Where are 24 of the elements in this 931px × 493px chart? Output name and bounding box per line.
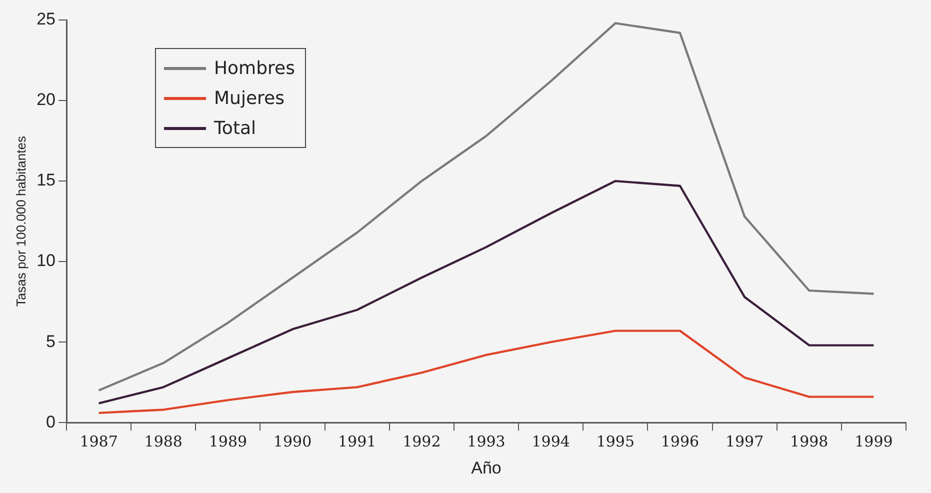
x-tick-label: 1993 xyxy=(467,432,506,450)
x-tick-label: 1988 xyxy=(144,432,182,450)
x-tick-label: 1991 xyxy=(338,432,376,450)
y-tick-label: 5 xyxy=(46,332,56,351)
y-tick-label: 0 xyxy=(46,412,56,432)
x-tick-label: 1999 xyxy=(854,432,893,450)
y-tick-label: 15 xyxy=(36,170,56,190)
legend-label: Hombres xyxy=(214,58,295,78)
x-tick-label: 1995 xyxy=(596,432,634,450)
legend-label: Mujeres xyxy=(214,88,284,108)
x-tick-label: 1989 xyxy=(208,432,248,450)
legend-label: Total xyxy=(214,118,256,138)
x-tick-label: 1998 xyxy=(790,432,828,450)
x-tick-label: 1990 xyxy=(273,432,312,450)
y-tick-label: 20 xyxy=(36,90,56,110)
x-tick-label: 1994 xyxy=(532,432,570,450)
x-tick-label: 1987 xyxy=(80,432,118,450)
y-tick-label: 25 xyxy=(36,10,56,29)
x-axis-title: Año xyxy=(471,458,502,478)
x-tick-label: 1997 xyxy=(725,432,764,450)
y-tick-label: 10 xyxy=(36,251,56,270)
y-axis-title: Tasas por 100.000 habitantes xyxy=(13,136,28,307)
x-tick-label: 1996 xyxy=(660,432,700,450)
x-tick-label: 1992 xyxy=(402,432,441,450)
